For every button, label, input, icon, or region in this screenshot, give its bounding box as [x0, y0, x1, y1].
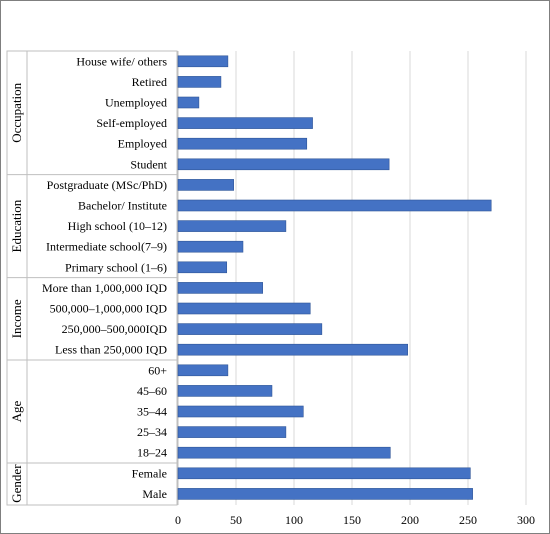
category-label-student: Student — [130, 157, 167, 171]
bar-education-intermediate-school-7-9 — [177, 240, 244, 253]
bar-occupation-unemployed — [177, 96, 200, 109]
x-tick-label-300: 300 — [517, 513, 535, 527]
category-label-less-than-250-000-iqd: Less than 250,000 IQD — [55, 343, 167, 357]
bar-age-35-44 — [177, 405, 304, 418]
bar-gender-female — [177, 467, 471, 480]
bar-education-postgraduate-msc-phd — [177, 179, 234, 191]
bar-age-45-60 — [177, 385, 273, 397]
bar-education-bachelor-institute — [177, 199, 492, 212]
category-label-unemployed: Unemployed — [105, 96, 167, 110]
group-label-gender: Gender — [9, 464, 24, 503]
category-label-45-60: 45–60 — [137, 384, 167, 398]
bar-occupation-student — [177, 158, 390, 171]
x-tick-label-0: 0 — [175, 513, 181, 527]
x-axis-ticks: 0 50 100 150 200 250 300 — [175, 513, 535, 527]
bar-education-high-school-10-12 — [177, 220, 287, 232]
group-label-occupation: Occupation — [9, 82, 24, 142]
category-label-female: Female — [132, 466, 167, 480]
bar-income-250-000-500-000iqd — [177, 323, 323, 335]
x-tick-label-100: 100 — [285, 513, 303, 527]
x-tick-label-50: 50 — [230, 513, 242, 527]
category-label-25-34: 25–34 — [137, 425, 167, 439]
category-label-house-wife-others: House wife/ others — [76, 54, 167, 68]
category-label-high-school-10-12: High school (10–12) — [68, 219, 167, 233]
x-tick-label-250: 250 — [459, 513, 477, 527]
bar-gender-male — [177, 488, 473, 500]
category-label-primary-school-1-6: Primary school (1–6) — [65, 260, 167, 274]
bar-income-500-000-1-000-000-iqd — [177, 302, 311, 315]
group-label-age: Age — [9, 400, 24, 422]
bars — [177, 55, 492, 500]
bar-age-25-34 — [177, 426, 287, 438]
category-label-250-000-500-000iqd: 250,000–500,000IQD — [62, 322, 168, 336]
bar-occupation-house-wife-others — [177, 55, 229, 68]
bar-occupation-employed — [177, 137, 308, 150]
category-label-60: 60+ — [148, 363, 167, 377]
category-label-intermediate-school-7-9: Intermediate school(7–9) — [46, 240, 167, 254]
bar-income-more-than-1-000-000-iqd — [177, 282, 263, 294]
category-label-retired: Retired — [132, 75, 167, 89]
bar-occupation-self-employed — [177, 117, 313, 129]
category-label-35-44: 35–44 — [137, 405, 167, 419]
category-label-self-employed: Self-employed — [96, 116, 167, 130]
bar-age-18-24 — [177, 446, 391, 459]
category-label-18-24: 18–24 — [137, 446, 167, 460]
bar-education-primary-school-1-6 — [177, 261, 228, 274]
bar-income-less-than-250-000-iqd — [177, 343, 408, 356]
group-label-income: Income — [9, 299, 24, 338]
category-label-bachelor-institute: Bachelor/ Institute — [78, 199, 167, 213]
bar-age-60 — [177, 364, 229, 377]
category-label-postgraduate-msc-phd: Postgraduate (MSc/PhD) — [47, 178, 167, 192]
x-tick-label-150: 150 — [343, 513, 361, 527]
category-label-more-than-1-000-000-iqd: More than 1,000,000 IQD — [42, 281, 167, 295]
category-labels: House wife/ others Retired Unemployed Self-… — [9, 54, 168, 502]
category-label-male: Male — [142, 487, 167, 501]
category-label-employed: Employed — [118, 137, 167, 151]
bar-occupation-retired — [177, 76, 222, 88]
category-label-500-000-1-000-000-iqd: 500,000–1,000,000 IQD — [50, 302, 168, 316]
x-tick-label-200: 200 — [401, 513, 419, 527]
group-label-education: Education — [9, 199, 24, 252]
